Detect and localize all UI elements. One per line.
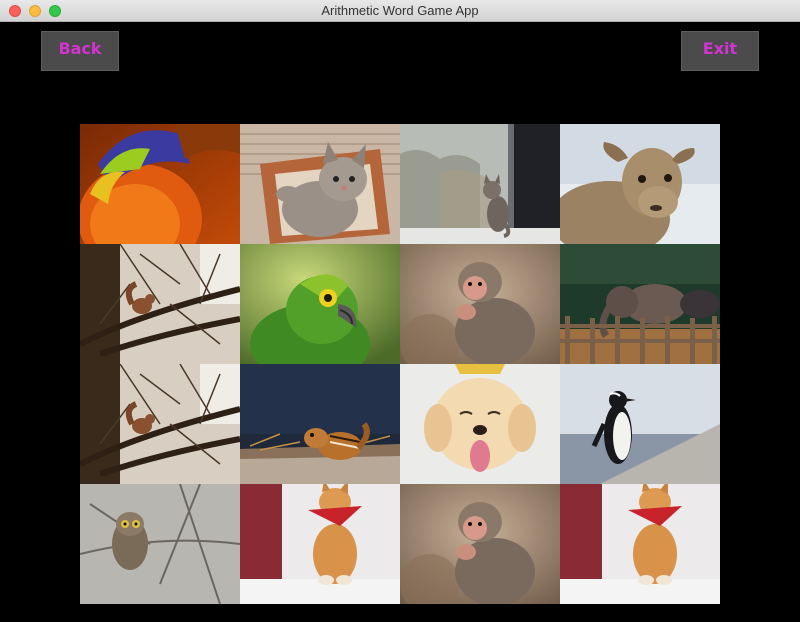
picture-tile-baby-monkey[interactable] — [400, 244, 560, 364]
cat-with-bandana-image — [240, 484, 400, 604]
kitten-in-basket-image — [240, 124, 400, 244]
squirrel-in-tree-image — [80, 364, 240, 484]
picture-tile-chipmunk[interactable] — [240, 364, 400, 484]
cat-with-bandana-image — [560, 484, 720, 604]
picture-tile-owl[interactable] — [80, 484, 240, 604]
picture-tile-cat-with-bandana[interactable] — [240, 484, 400, 604]
green-parrot-image — [240, 244, 400, 364]
picture-tile-baby-monkey[interactable] — [400, 484, 560, 604]
picture-tile-cat-at-window[interactable] — [400, 124, 560, 244]
baby-monkey-image — [400, 484, 560, 604]
squirrel-in-tree-image — [80, 244, 240, 364]
picture-tile-green-parrot[interactable] — [240, 244, 400, 364]
back-button[interactable]: Back — [41, 31, 119, 71]
picture-tile-puppy-with-crown[interactable] — [400, 364, 560, 484]
picture-tile-cat-with-bandana[interactable] — [560, 484, 720, 604]
rainbow-lorikeet-image — [80, 124, 240, 244]
picture-tile-squirrel-in-tree[interactable] — [80, 244, 240, 364]
close-window-button[interactable] — [9, 5, 21, 17]
picture-tile-rainbow-lorikeet[interactable] — [80, 124, 240, 244]
window-title: Arithmetic Word Game App — [321, 3, 479, 18]
minimize-window-button[interactable] — [29, 5, 41, 17]
picture-tile-penguin[interactable] — [560, 364, 720, 484]
baby-monkey-image — [400, 244, 560, 364]
zoom-window-button[interactable] — [49, 5, 61, 17]
owl-image — [80, 484, 240, 604]
picture-tile-elephants-fence[interactable] — [560, 244, 720, 364]
title-bar: Arithmetic Word Game App — [0, 0, 800, 22]
picture-grid — [80, 124, 720, 604]
elephants-fence-image — [560, 244, 720, 364]
chipmunk-image — [240, 364, 400, 484]
penguin-image — [560, 364, 720, 484]
picture-tile-kitten-in-basket[interactable] — [240, 124, 400, 244]
sheep-image — [560, 124, 720, 244]
picture-tile-squirrel-in-tree[interactable] — [80, 364, 240, 484]
cat-at-window-image — [400, 124, 560, 244]
puppy-with-crown-image — [400, 364, 560, 484]
exit-button[interactable]: Exit — [681, 31, 759, 71]
picture-tile-sheep[interactable] — [560, 124, 720, 244]
